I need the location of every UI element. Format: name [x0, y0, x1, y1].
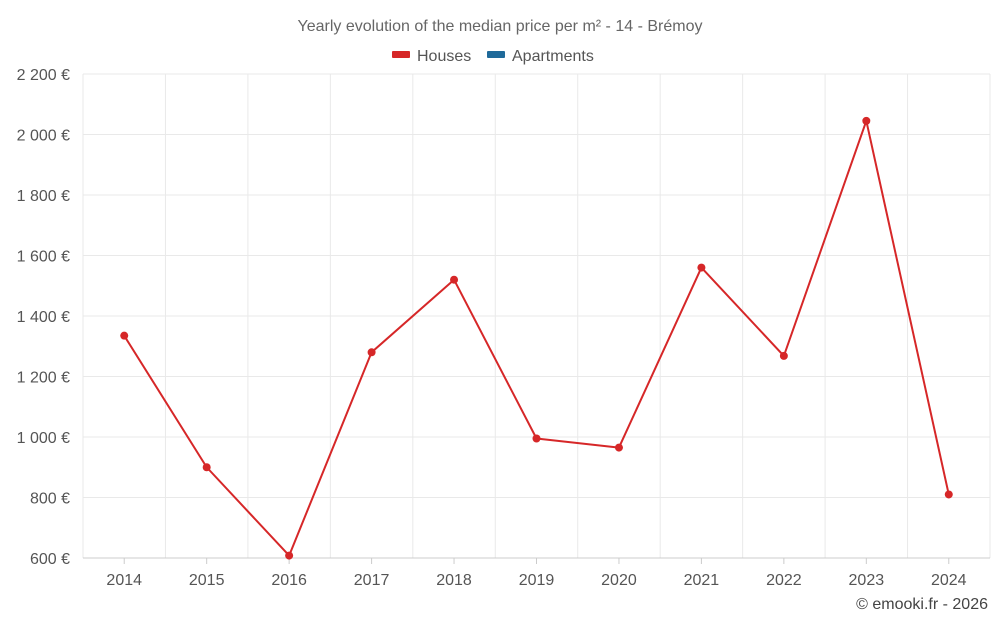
y-tick-label: 2 200 €	[17, 67, 70, 84]
legend-swatch-houses	[392, 51, 410, 58]
x-tick-label: 2017	[354, 572, 390, 589]
y-tick-label: 1 400 €	[17, 309, 70, 326]
data-point-houses[interactable]	[120, 331, 129, 340]
x-tick-label: 2023	[849, 572, 885, 589]
x-tick-label: 2015	[189, 572, 225, 589]
legend-item-apartments[interactable]: Apartments	[487, 48, 594, 65]
chart-title: Yearly evolution of the median price per…	[298, 18, 703, 35]
y-tick-label: 1 000 €	[17, 430, 70, 447]
x-tick-label: 2016	[271, 572, 307, 589]
y-tick-label: 1 800 €	[17, 188, 70, 205]
x-tick-label: 2021	[684, 572, 720, 589]
x-tick-label: 2020	[601, 572, 637, 589]
y-axis: 600 € 800 € 1 000 € 1 200 € 1 400 € 1 600 € 1 …	[17, 67, 70, 568]
legend-label-houses: Houses	[417, 48, 471, 65]
y-tick-label: 2 000 €	[17, 128, 70, 145]
legend-swatch-apartments	[487, 51, 505, 58]
data-point-houses[interactable]	[285, 551, 294, 560]
gridlines	[82, 73, 991, 559]
y-tick-label: 1 200 €	[17, 370, 70, 387]
data-point-houses[interactable]	[779, 351, 788, 360]
x-tick-label: 2024	[931, 572, 967, 589]
y-tick-label: 600 €	[30, 551, 70, 568]
data-point-houses[interactable]	[532, 434, 541, 443]
y-tick-label: 800 €	[30, 491, 70, 508]
y-tick-label: 1 600 €	[17, 249, 70, 266]
data-point-houses[interactable]	[367, 348, 376, 357]
x-tick-label: 2019	[519, 572, 555, 589]
x-axis: 2014 2015 2016 2017 2018 2019 2020 2021 2022 2023…	[83, 557, 990, 589]
legend-label-apartments: Apartments	[512, 48, 594, 65]
data-point-houses[interactable]	[614, 443, 623, 452]
x-tick-label: 2014	[106, 572, 142, 589]
legend-item-houses[interactable]: Houses	[392, 48, 471, 65]
data-point-houses[interactable]	[862, 116, 871, 125]
data-point-houses[interactable]	[944, 490, 953, 499]
data-point-houses[interactable]	[202, 463, 211, 472]
x-tick-label: 2022	[766, 572, 802, 589]
series-houses	[120, 116, 953, 560]
data-point-houses[interactable]	[450, 275, 459, 284]
legend: Houses Apartments	[392, 48, 594, 65]
data-point-houses[interactable]	[697, 263, 706, 272]
x-tick-label: 2018	[436, 572, 472, 589]
credit-text: © emooki.fr - 2026	[856, 596, 988, 613]
